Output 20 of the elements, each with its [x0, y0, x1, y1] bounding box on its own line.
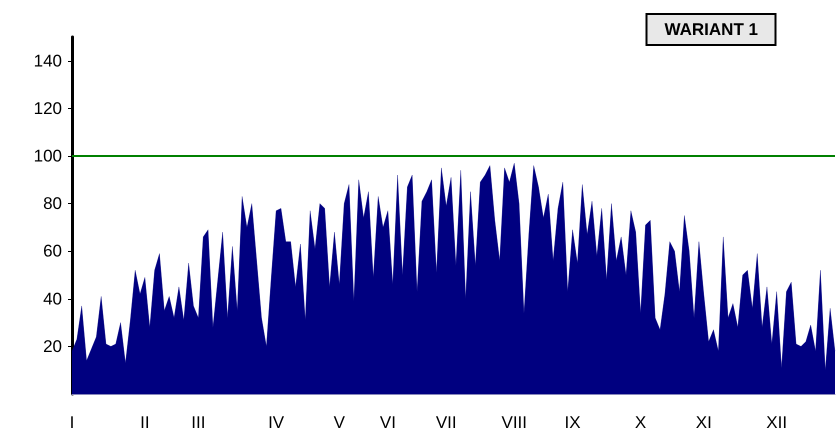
y-tick-label: 60 — [43, 242, 62, 261]
x-tick-label: X — [634, 413, 646, 432]
x-tick-label: IX — [564, 413, 581, 432]
x-tick-label: VIII — [501, 413, 528, 432]
y-tick-label: 20 — [43, 336, 62, 356]
y-tick-label: 140 — [34, 51, 62, 70]
x-tick-label: VII — [436, 413, 457, 432]
x-tick-label: I — [70, 413, 74, 432]
x-tick-label: XI — [696, 413, 712, 432]
x-tick-label: V — [334, 413, 346, 432]
y-tick-label: 40 — [43, 289, 62, 308]
x-tick-label: II — [140, 413, 150, 432]
x-tick-label: III — [191, 413, 206, 432]
x-tick-label: VI — [380, 413, 396, 432]
y-tick-label: 100 — [34, 146, 62, 166]
x-tick-label: XII — [766, 413, 788, 432]
chart-title: WARIANT 1 — [664, 20, 758, 39]
y-tick-label: 80 — [43, 194, 62, 214]
y-tick-label: 120 — [34, 98, 62, 118]
x-tick-label: IV — [268, 413, 285, 432]
